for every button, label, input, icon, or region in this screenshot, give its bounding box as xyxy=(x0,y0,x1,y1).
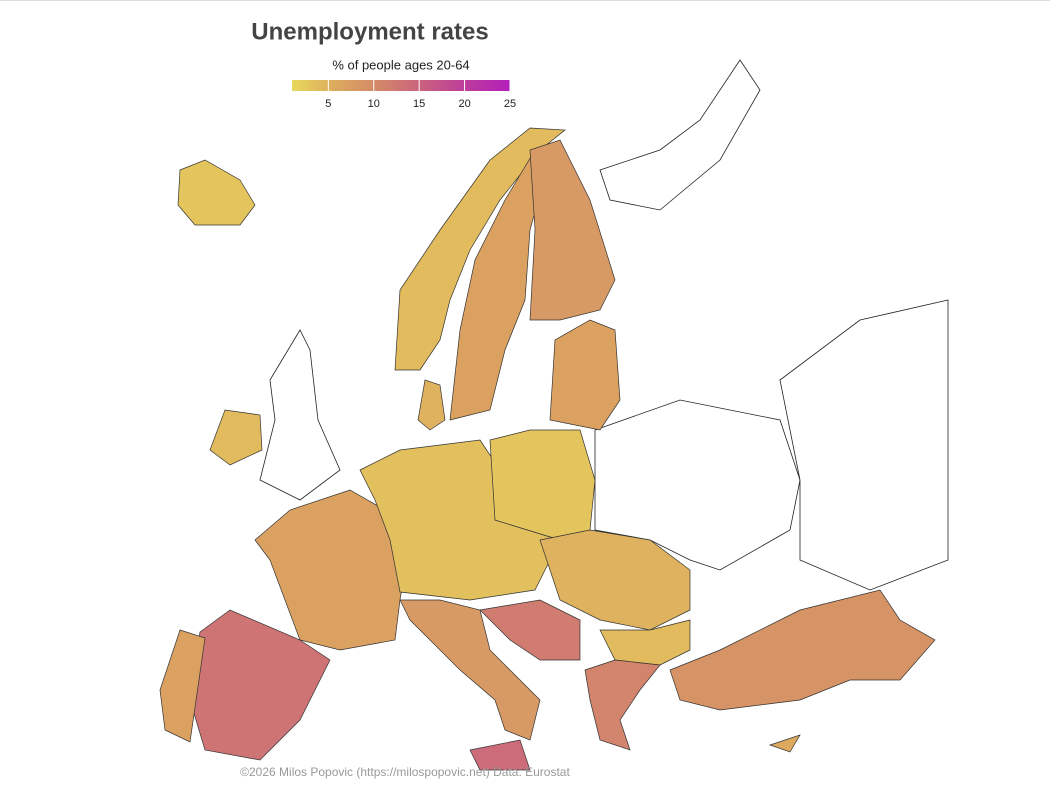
colorbar-tick-label: 25 xyxy=(504,98,516,110)
region xyxy=(159,629,206,743)
region xyxy=(479,599,581,661)
region xyxy=(489,429,596,541)
legend: 5 10 15 20 25 xyxy=(325,80,516,110)
region xyxy=(469,739,531,771)
region xyxy=(529,139,616,321)
region xyxy=(359,439,561,601)
region xyxy=(768,734,801,753)
region xyxy=(209,409,263,466)
region xyxy=(669,589,936,711)
region xyxy=(417,379,446,431)
colorbar-tick-label: 10 xyxy=(368,98,380,110)
credit: ©2026 Milos Popovic (https://milospopovi… xyxy=(240,765,570,779)
region xyxy=(539,529,691,631)
title: Unemployment rates xyxy=(251,18,488,45)
colorbar-tick-label: 20 xyxy=(458,98,470,110)
colorbar-tick-label: 5 xyxy=(325,98,331,110)
north-outline xyxy=(599,59,761,211)
region xyxy=(399,599,541,741)
no-data-countries xyxy=(259,59,949,591)
region xyxy=(189,609,331,761)
colorbar xyxy=(292,80,510,91)
region xyxy=(549,319,621,431)
regions xyxy=(159,127,936,771)
region xyxy=(177,159,256,226)
colorbar-tick-label: 15 xyxy=(413,98,425,110)
uk-outline xyxy=(259,329,341,501)
east-outline xyxy=(594,399,801,571)
region xyxy=(254,489,411,651)
legend-title: % of people ages 20-64 xyxy=(332,57,469,72)
region xyxy=(584,659,661,751)
russia-outline xyxy=(779,299,949,591)
